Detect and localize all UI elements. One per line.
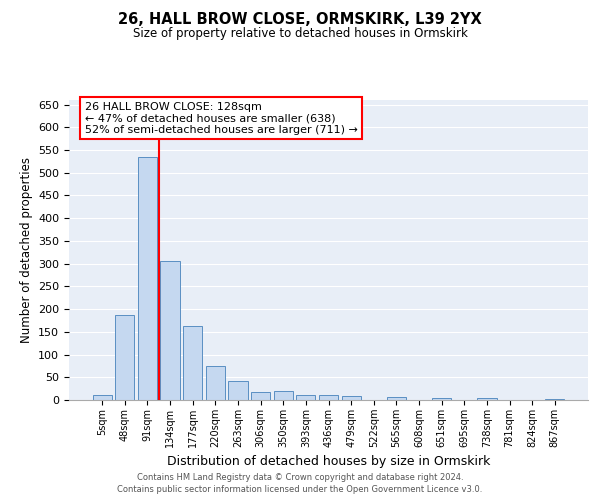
Y-axis label: Number of detached properties: Number of detached properties (20, 157, 32, 343)
Bar (251, 392, 270, 400)
Bar (319, 396, 338, 400)
Bar (296, 394, 316, 400)
Text: 26 HALL BROW CLOSE: 128sqm
← 47% of detached houses are smaller (638)
52% of sem: 26 HALL BROW CLOSE: 128sqm ← 47% of deta… (85, 102, 358, 134)
Bar (432, 398, 451, 400)
Text: Contains public sector information licensed under the Open Government Licence v3: Contains public sector information licen… (118, 485, 482, 494)
Bar (183, 326, 202, 400)
Bar (274, 391, 293, 400)
Bar (92, 396, 112, 400)
X-axis label: Distribution of detached houses by size in Ormskirk: Distribution of detached houses by size … (167, 456, 490, 468)
Bar (477, 398, 497, 400)
Bar (229, 381, 248, 400)
Bar (206, 366, 225, 400)
Text: Contains HM Land Registry data © Crown copyright and database right 2024.: Contains HM Land Registry data © Crown c… (137, 472, 463, 482)
Bar (115, 316, 134, 400)
Bar (160, 262, 180, 400)
Bar (138, 157, 157, 400)
Bar (341, 396, 361, 400)
Bar (387, 398, 406, 400)
Text: 26, HALL BROW CLOSE, ORMSKIRK, L39 2YX: 26, HALL BROW CLOSE, ORMSKIRK, L39 2YX (118, 12, 482, 28)
Bar (545, 398, 565, 400)
Text: Size of property relative to detached houses in Ormskirk: Size of property relative to detached ho… (133, 28, 467, 40)
